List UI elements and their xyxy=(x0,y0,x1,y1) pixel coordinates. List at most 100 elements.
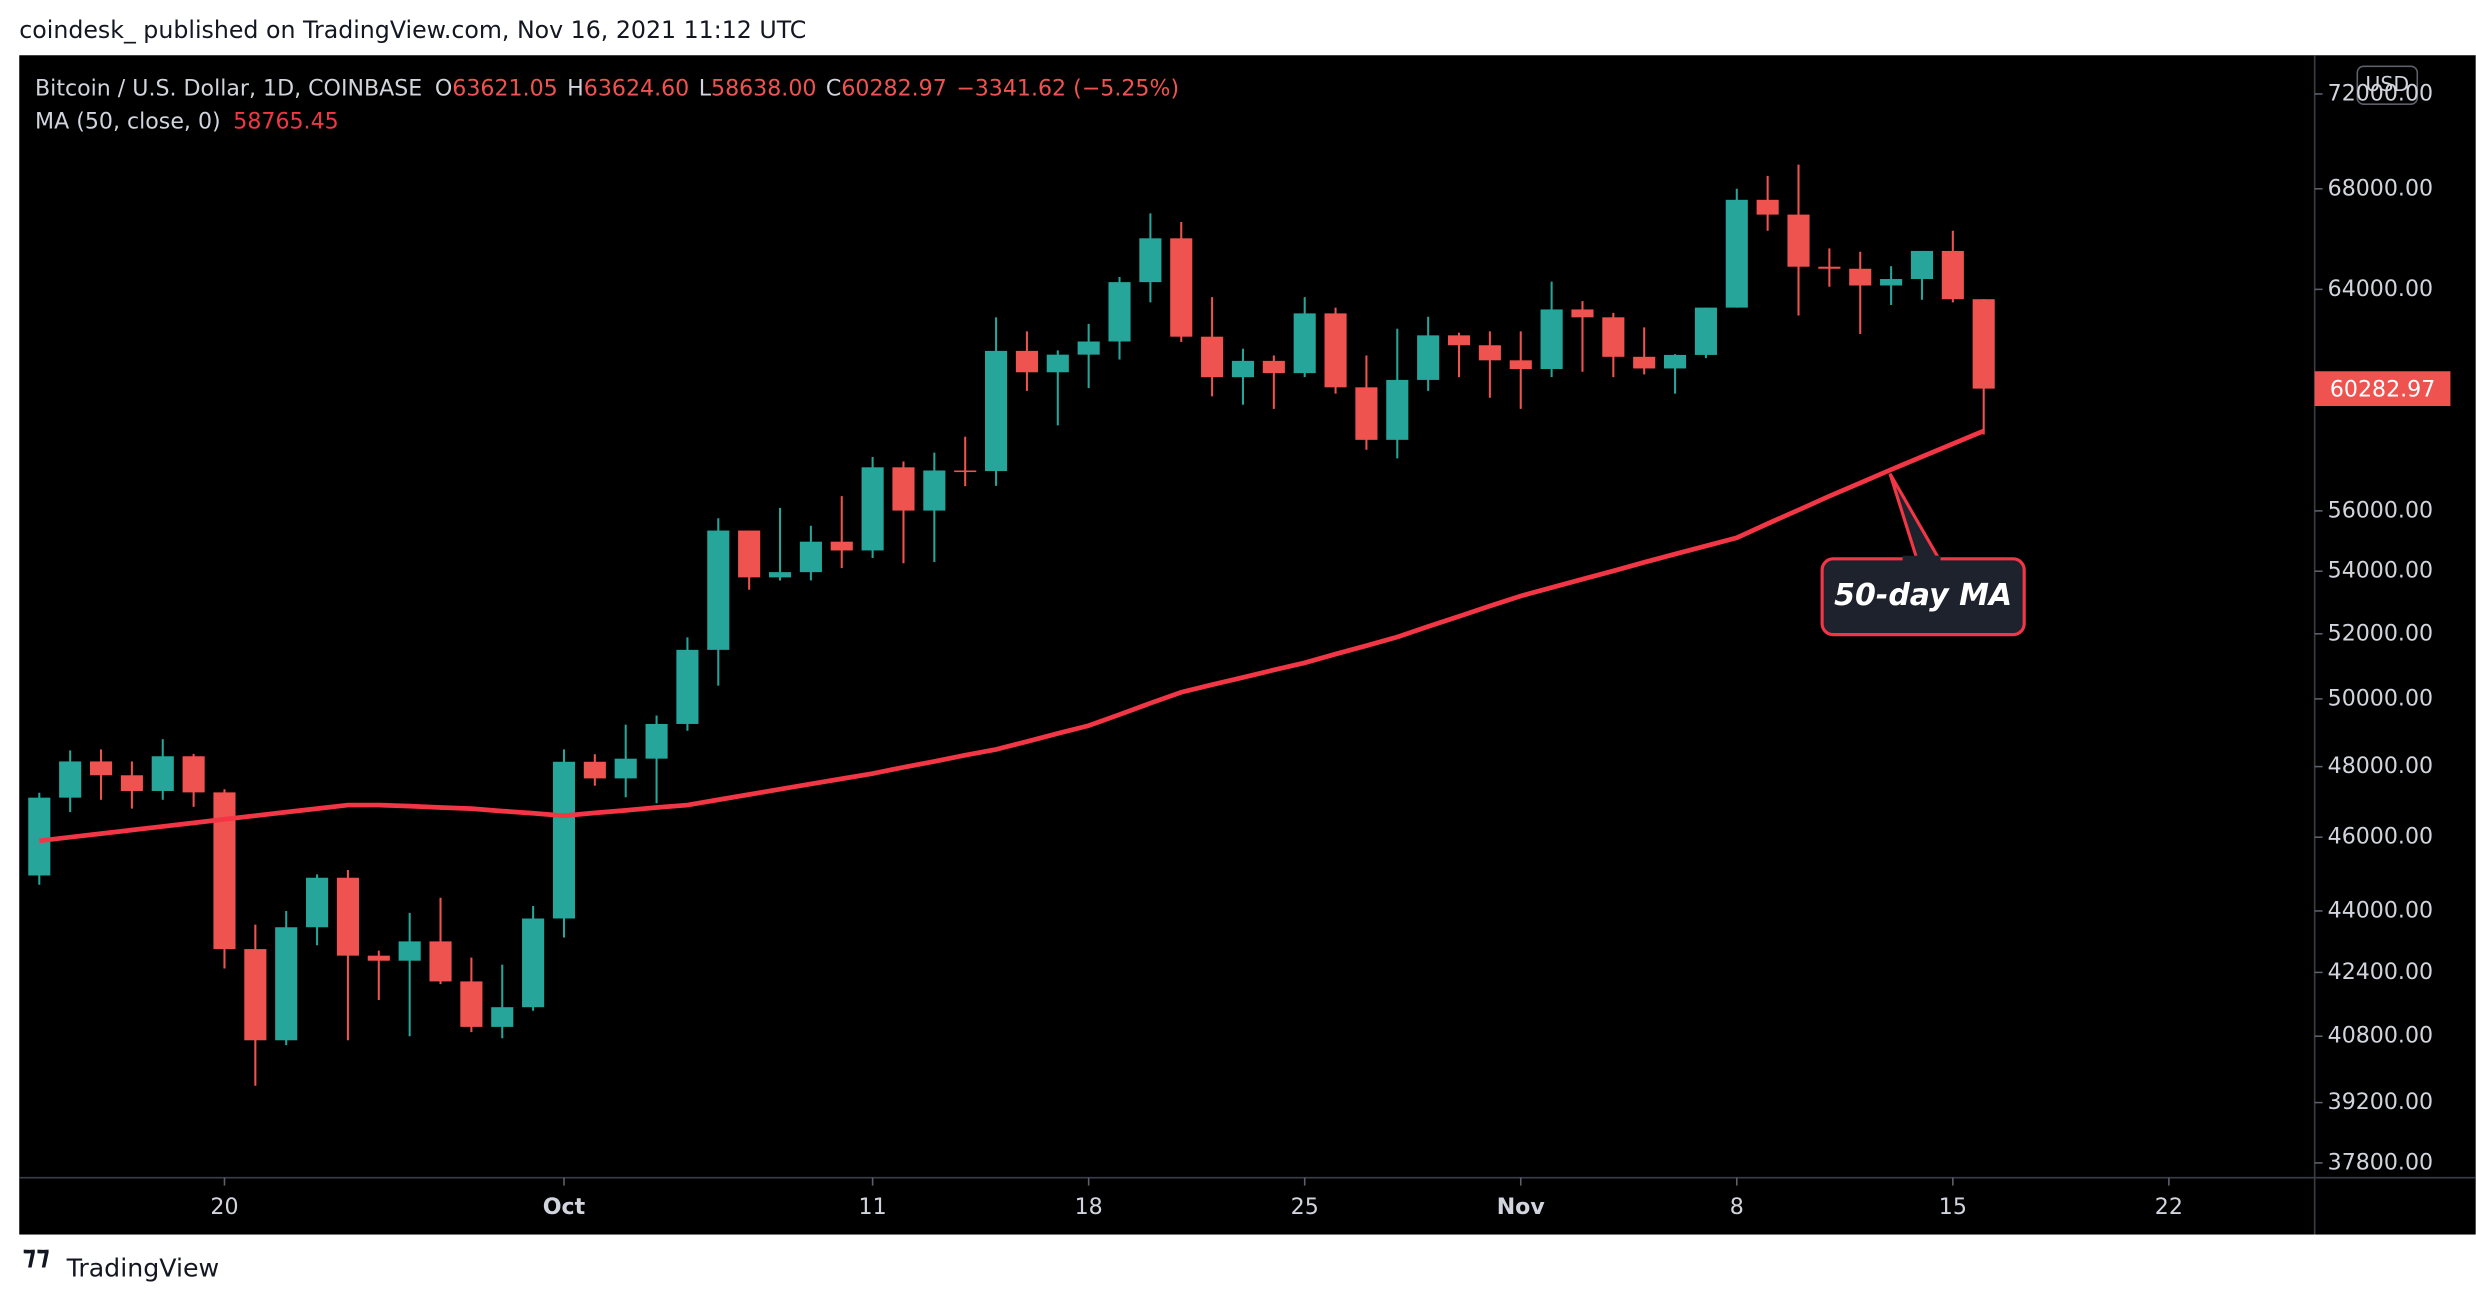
candle-body xyxy=(1818,266,1841,269)
candle-body xyxy=(120,775,143,791)
candle-body xyxy=(460,981,483,1027)
y-tick-label: 72000.00 xyxy=(2328,80,2433,106)
candle-body xyxy=(1910,250,1934,280)
candle-body xyxy=(1139,238,1162,283)
candle-body xyxy=(583,761,606,779)
x-tick-label: 11 xyxy=(859,1194,887,1220)
ohlc-key: H xyxy=(567,75,584,101)
candle-body xyxy=(1509,360,1532,370)
y-tick-label: 37800.00 xyxy=(2328,1149,2433,1175)
chart-area xyxy=(19,55,2476,1235)
ohlc-value: 60282.97 xyxy=(841,75,946,101)
symbol-title: Bitcoin / U.S. Dollar, 1D, COINBASE xyxy=(35,75,422,101)
candle-body xyxy=(1787,214,1810,267)
ohlc-value: 58638.00 xyxy=(711,75,816,101)
candle-body xyxy=(429,941,452,982)
candle-body xyxy=(244,949,267,1041)
candle-body xyxy=(707,530,730,650)
currency: USD xyxy=(2365,72,2409,96)
candle-body xyxy=(1262,360,1285,374)
candle-body xyxy=(28,797,51,876)
candle-body xyxy=(151,756,174,791)
candle-body xyxy=(1108,282,1131,342)
y-tick-label: 42400.00 xyxy=(2328,959,2433,985)
candle-body xyxy=(1417,335,1440,380)
candle-body xyxy=(1849,268,1872,286)
callout-join xyxy=(1902,555,1941,563)
y-tick-label: 64000.00 xyxy=(2328,276,2433,302)
y-tick-label: 44000.00 xyxy=(2328,897,2433,923)
x-tick-label: 18 xyxy=(1075,1194,1103,1220)
brand: TradingView xyxy=(66,1253,220,1282)
candle-body xyxy=(306,877,329,928)
candle-body xyxy=(1015,350,1038,373)
change: −3341.62 (−5.25%) xyxy=(956,75,1179,101)
candle-body xyxy=(1046,354,1069,373)
y-tick-label: 46000.00 xyxy=(2328,824,2433,850)
candle-body xyxy=(213,792,236,950)
candle-body xyxy=(1386,379,1409,440)
candle-body xyxy=(367,955,390,961)
currency-badge xyxy=(2356,65,2419,105)
candle-body xyxy=(1972,299,1995,389)
candle-body xyxy=(1602,317,1625,357)
candle-body xyxy=(1571,309,1594,318)
legend-header: Bitcoin / U.S. Dollar, 1D, COINBASE O6362… xyxy=(35,75,1179,101)
x-tick-label: Oct xyxy=(543,1194,586,1220)
candle-body xyxy=(1170,238,1193,337)
ohlc-value: 63624.60 xyxy=(584,75,689,101)
candle-body xyxy=(1324,313,1347,388)
candle-body xyxy=(1540,309,1563,370)
candle-body xyxy=(1694,307,1717,355)
plot xyxy=(28,164,1995,1086)
logo: ⁊⁊ xyxy=(22,1240,50,1271)
candle-body xyxy=(1941,250,1964,300)
ohlc-key: L xyxy=(699,75,712,101)
candle-body xyxy=(398,941,421,961)
ma-name: MA (50, close, 0) xyxy=(35,108,221,134)
candle-body xyxy=(1880,279,1903,286)
y-tick-label: 48000.00 xyxy=(2328,753,2433,779)
y-tick-label: 39200.00 xyxy=(2328,1089,2433,1115)
candle-body xyxy=(552,761,576,919)
ohlc-key: O xyxy=(435,75,452,101)
candle-body xyxy=(1725,199,1748,308)
x-tick-label: Nov xyxy=(1497,1194,1546,1220)
candle-body xyxy=(954,470,977,473)
y-tick-label: 54000.00 xyxy=(2328,558,2433,584)
y-tick-label: 40800.00 xyxy=(2328,1023,2433,1049)
candle-body xyxy=(1664,354,1687,369)
candle-body xyxy=(275,927,298,1041)
ma-value: 58765.45 xyxy=(233,108,338,134)
candle-body xyxy=(799,541,822,573)
candle-body xyxy=(676,649,699,724)
x-tick-label: 8 xyxy=(1730,1194,1744,1220)
candle-body xyxy=(336,877,359,956)
candle-body xyxy=(1478,345,1501,361)
candle-body xyxy=(830,541,853,551)
candle-body xyxy=(59,761,82,798)
annotation: 50-day MA xyxy=(1834,578,2012,613)
candle-body xyxy=(645,723,668,759)
candle-body xyxy=(1447,335,1471,346)
y-tick-label: 52000.00 xyxy=(2328,620,2433,646)
y-tick-label: 50000.00 xyxy=(2328,685,2433,711)
ohlc-value: 63621.05 xyxy=(452,75,557,101)
ohlc-key: C xyxy=(826,75,841,101)
candle-body xyxy=(892,467,915,511)
candle-body xyxy=(768,572,792,578)
ma-legend: MA (50, close, 0) 58765.45 xyxy=(35,108,339,134)
candle-body xyxy=(738,530,761,578)
candle-body xyxy=(985,350,1008,472)
candle-body xyxy=(1077,341,1100,355)
x-tick-label: 22 xyxy=(2155,1194,2183,1220)
y-tick-label: 68000.00 xyxy=(2328,175,2433,201)
candle-body xyxy=(1756,199,1779,215)
x-tick-label: 20 xyxy=(210,1194,238,1220)
candle-body xyxy=(1355,387,1378,440)
y-tick-label: 56000.00 xyxy=(2328,497,2433,523)
candle-body xyxy=(491,1007,514,1027)
x-tick-label: 15 xyxy=(1939,1194,1967,1220)
